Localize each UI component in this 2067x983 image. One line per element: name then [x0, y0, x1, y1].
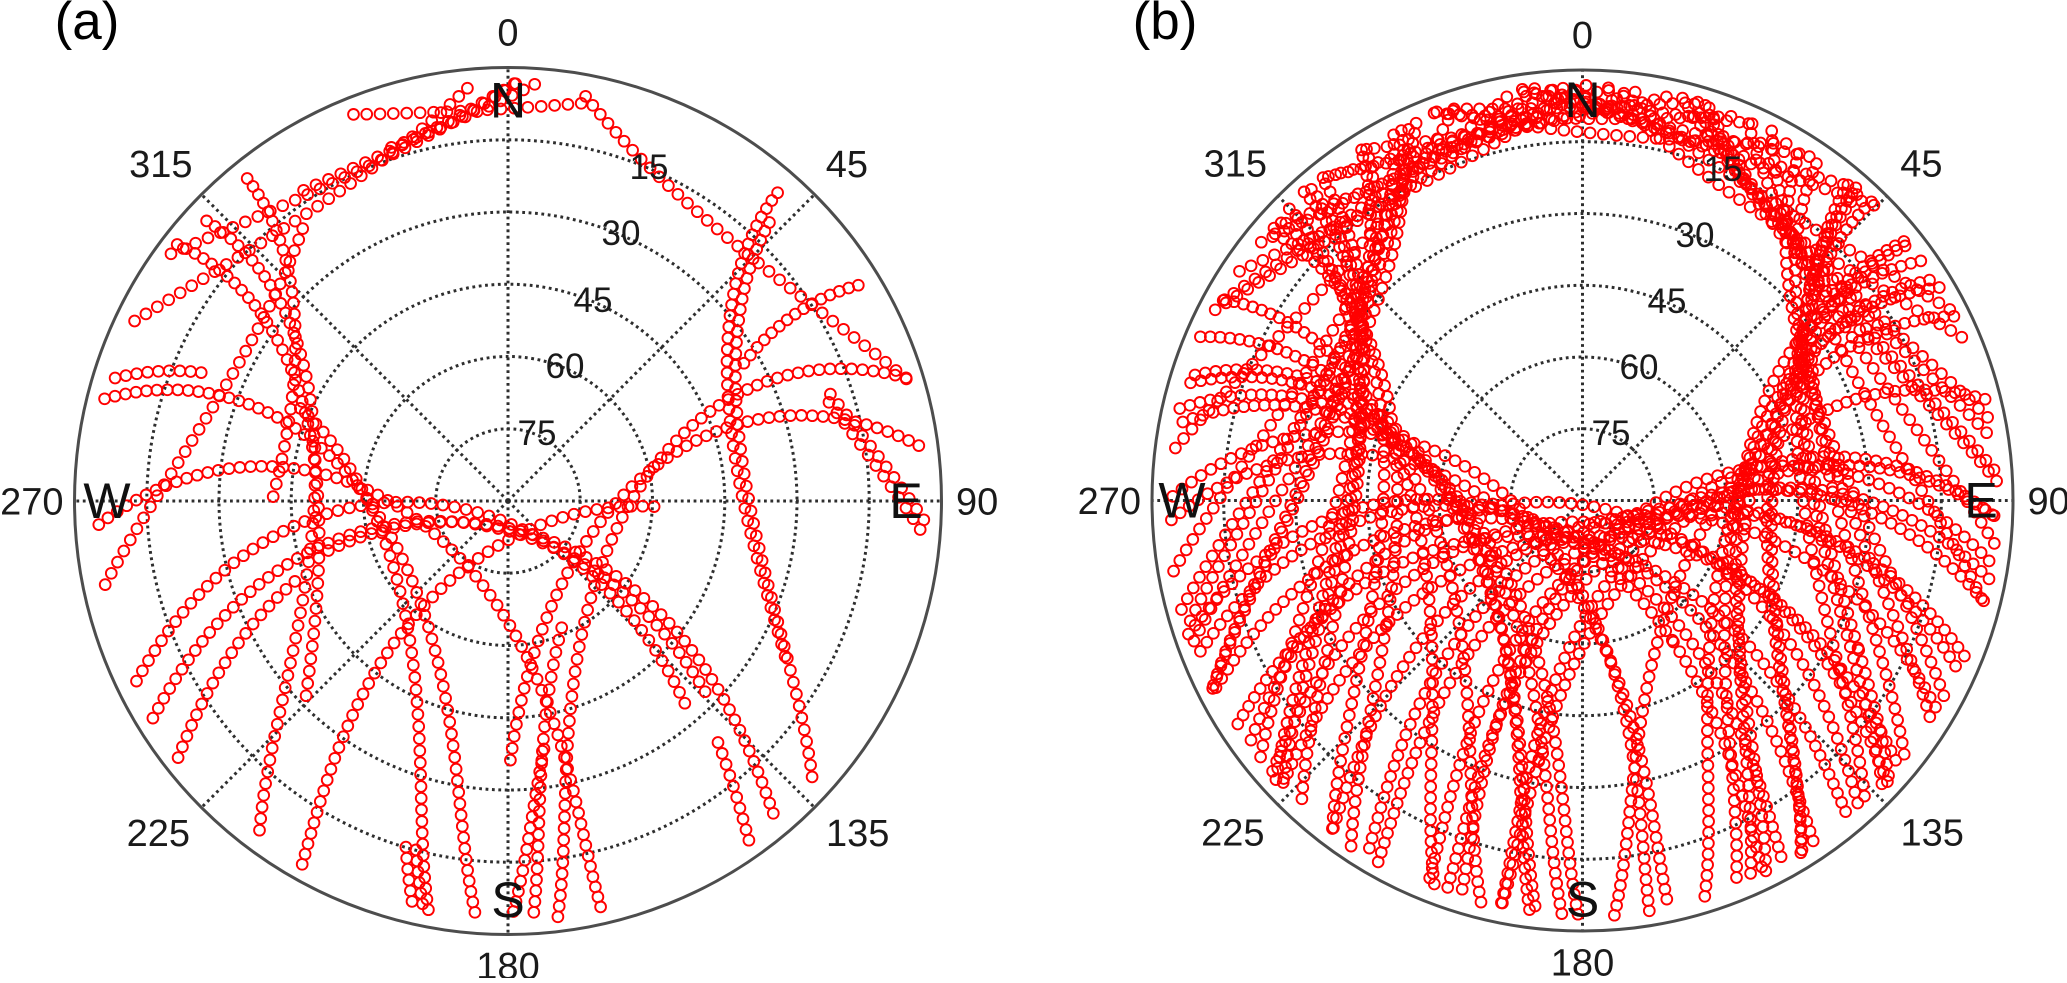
- svg-text:S: S: [1566, 872, 1599, 928]
- svg-text:225: 225: [127, 813, 190, 855]
- svg-text:W: W: [1158, 473, 1206, 529]
- svg-text:90: 90: [2028, 481, 2067, 523]
- svg-text:135: 135: [1901, 813, 1964, 855]
- svg-text:180: 180: [1551, 943, 1614, 979]
- svg-text:30: 30: [1676, 216, 1715, 255]
- svg-text:225: 225: [1201, 813, 1264, 855]
- svg-text:45: 45: [826, 144, 868, 186]
- svg-text:45: 45: [574, 281, 613, 320]
- svg-text:270: 270: [1078, 481, 1141, 523]
- svg-text:N: N: [1564, 72, 1600, 128]
- svg-text:E: E: [1964, 473, 1997, 529]
- svg-text:30: 30: [602, 214, 641, 253]
- svg-text:45: 45: [1648, 282, 1687, 321]
- svg-text:S: S: [491, 872, 524, 928]
- svg-text:75: 75: [1592, 414, 1631, 453]
- svg-text:E: E: [889, 473, 922, 529]
- svg-text:180: 180: [476, 946, 539, 978]
- svg-text:0: 0: [1572, 15, 1593, 57]
- svg-text:315: 315: [129, 144, 192, 186]
- svg-text:W: W: [83, 473, 131, 529]
- svg-text:45: 45: [1900, 144, 1942, 186]
- svg-text:135: 135: [826, 813, 889, 855]
- svg-text:90: 90: [956, 481, 998, 523]
- svg-text:0: 0: [497, 13, 518, 55]
- svg-text:N: N: [490, 72, 526, 128]
- svg-text:(b): (b): [1133, 0, 1198, 51]
- svg-text:60: 60: [1620, 348, 1659, 387]
- svg-text:75: 75: [518, 414, 557, 453]
- svg-text:15: 15: [630, 148, 669, 187]
- svg-text:(a): (a): [55, 0, 120, 51]
- svg-text:15: 15: [1704, 150, 1743, 189]
- svg-text:60: 60: [546, 347, 585, 386]
- svg-text:315: 315: [1204, 144, 1267, 186]
- svg-text:270: 270: [0, 481, 63, 523]
